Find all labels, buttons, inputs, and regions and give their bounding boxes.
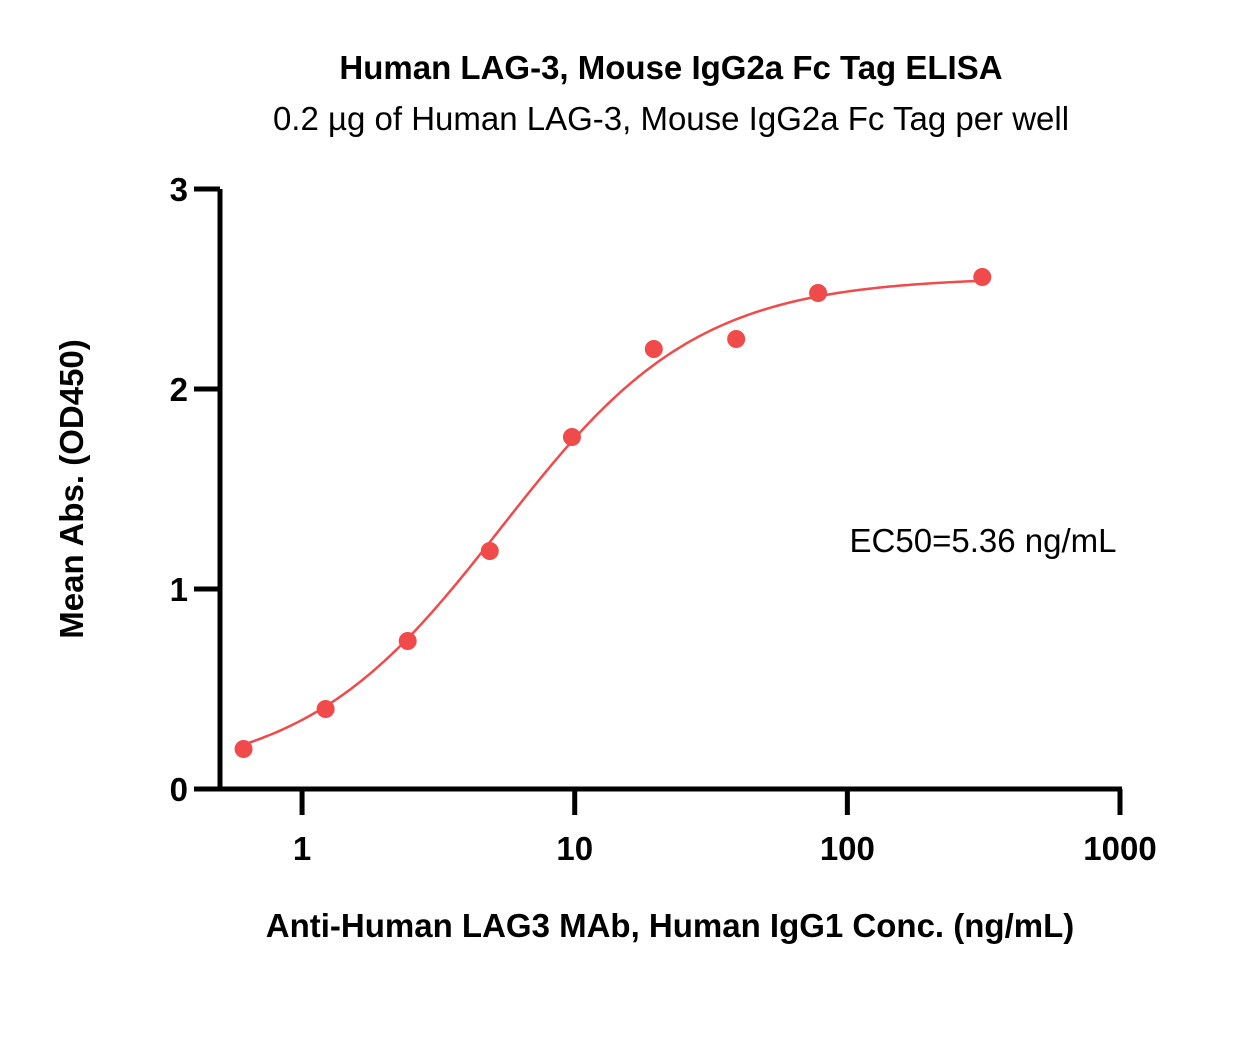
ticks: 0 1 2 3 1 10 100 1000 <box>170 171 1157 867</box>
x-tick-label: 1 <box>293 830 311 867</box>
data-point <box>562 428 581 446</box>
fit-curve <box>243 279 983 746</box>
x-tick-label: 1000 <box>1083 830 1156 867</box>
data-point <box>480 542 499 560</box>
y-tick-label: 1 <box>170 571 188 608</box>
data-point <box>973 268 992 286</box>
data-point <box>644 340 663 358</box>
data-point <box>316 700 335 718</box>
y-tick-label: 3 <box>170 171 188 208</box>
x-axis-label: Anti-Human LAG3 MAb, Human IgG1 Conc. (n… <box>266 907 1074 944</box>
fit-layer <box>243 279 983 746</box>
axes <box>194 189 1122 792</box>
x-tick-label: 10 <box>556 830 593 867</box>
ec50-annotation: EC50=5.36 ng/mL <box>850 522 1117 559</box>
data-point <box>727 330 746 348</box>
x-tick-label: 100 <box>820 830 875 867</box>
data-point <box>398 632 417 650</box>
chart-subtitle: 0.2 µg of Human LAG-3, Mouse IgG2a Fc Ta… <box>273 100 1069 137</box>
data-point <box>234 740 253 758</box>
y-tick-label: 0 <box>170 771 188 808</box>
points-layer <box>234 268 992 758</box>
y-tick-label: 2 <box>170 371 188 408</box>
data-point <box>809 284 828 302</box>
chart-title: Human LAG-3, Mouse IgG2a Fc Tag ELISA <box>339 49 1002 86</box>
y-axis-label: Mean Abs. (OD450) <box>53 339 90 639</box>
